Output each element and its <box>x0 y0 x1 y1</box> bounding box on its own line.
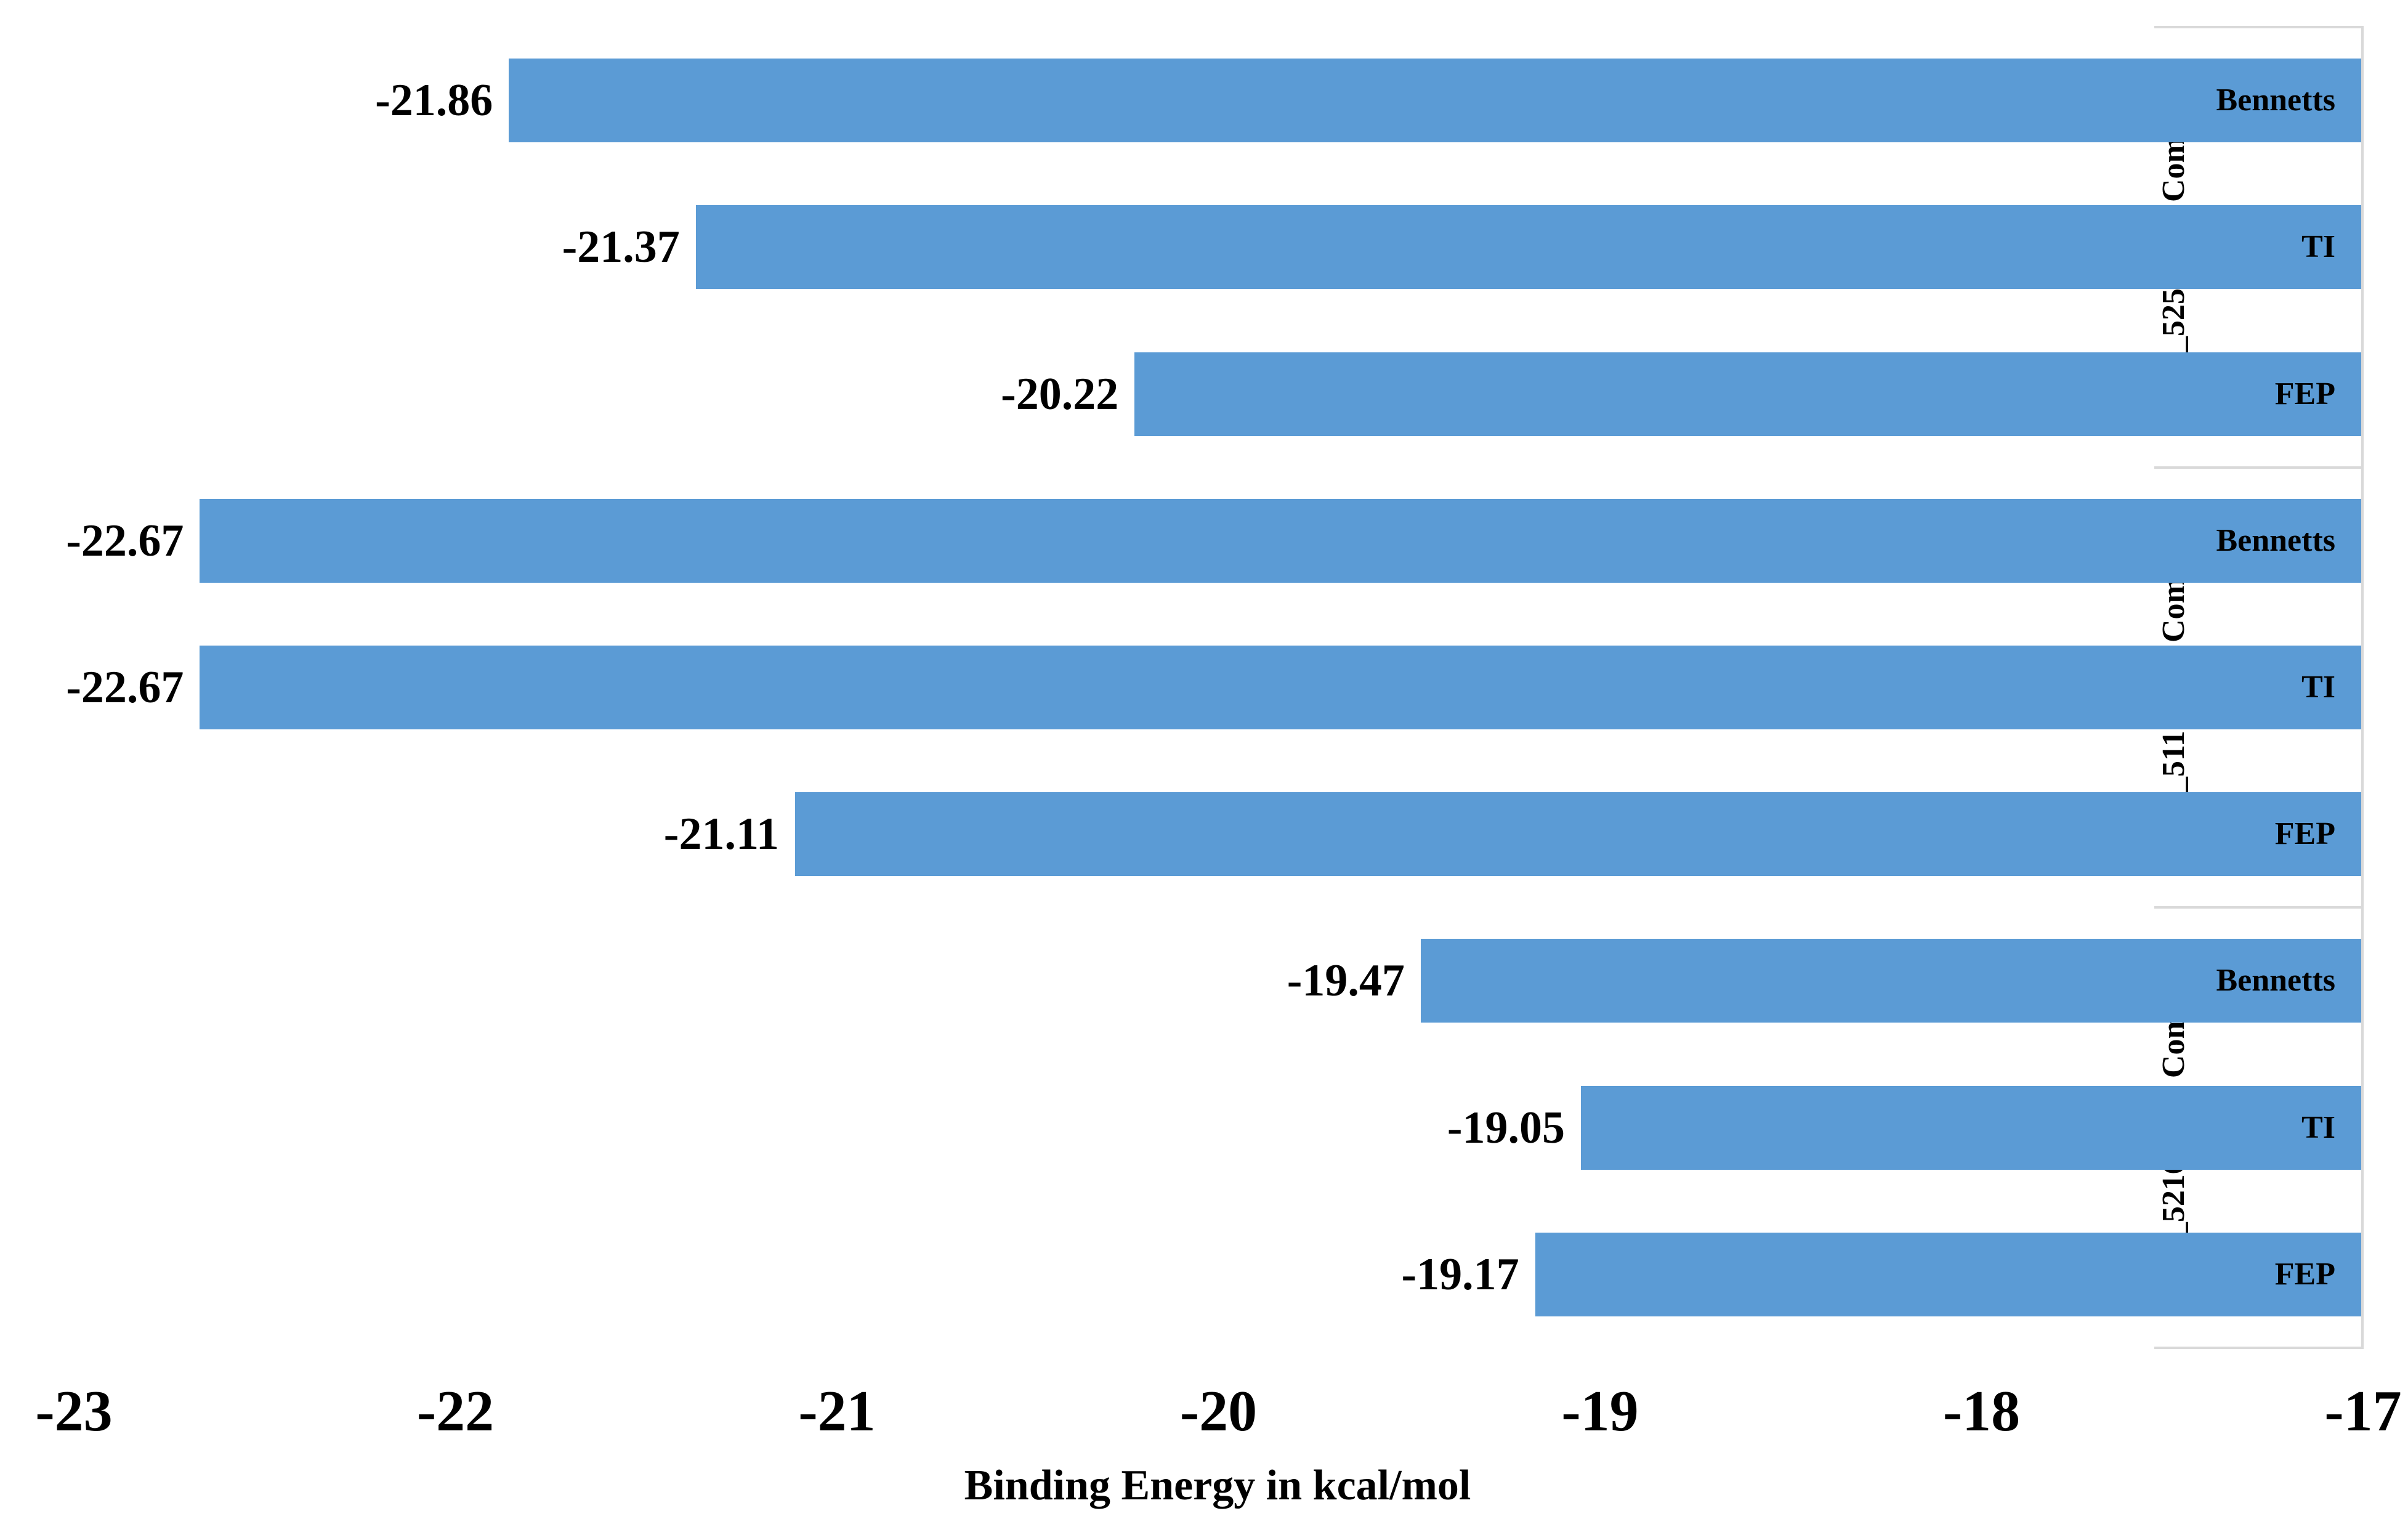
bar-category-label: FEP <box>2274 1256 2335 1292</box>
bar-category-label: FEP <box>2274 816 2335 852</box>
bar-value-label: -22.67 <box>66 662 184 713</box>
bar-value-label: -20.22 <box>1001 368 1119 420</box>
bar-category-label: Bennetts <box>2216 83 2335 118</box>
bar <box>794 792 2361 877</box>
bar-category-label: TI <box>2301 229 2335 265</box>
group-separator-line <box>2154 466 2364 469</box>
bar-category-label: FEP <box>2274 376 2335 411</box>
x-tick-label: -19 <box>1561 1379 1639 1443</box>
bar <box>1535 1232 2361 1316</box>
group-separator-line <box>2154 26 2364 28</box>
bar-category-label: TI <box>2301 1109 2335 1145</box>
bar <box>1134 352 2361 436</box>
x-tick-label: -17 <box>2324 1379 2402 1443</box>
x-tick-label: -21 <box>798 1379 876 1443</box>
x-tick-label: -22 <box>416 1379 495 1443</box>
bar-category-label: Bennetts <box>2216 522 2335 558</box>
bar <box>1420 939 2361 1023</box>
bar <box>1581 1085 2361 1170</box>
x-tick-label: -20 <box>1179 1379 1258 1443</box>
bar <box>200 645 2361 729</box>
group-separator-line <box>2154 1346 2364 1349</box>
x-axis-title: Binding Energy in kcal/mol <box>964 1462 1471 1509</box>
bar-value-label: -21.37 <box>562 222 680 273</box>
bar-category-label: TI <box>2301 669 2335 705</box>
bar-value-label: -21.86 <box>375 75 493 126</box>
bar <box>200 498 2361 583</box>
bar-value-label: -19.47 <box>1287 955 1405 1007</box>
bar-value-label: -19.05 <box>1447 1102 1566 1153</box>
category-axis-line <box>2361 26 2364 1349</box>
bar-value-label: -22.67 <box>66 515 184 566</box>
bar-value-label: -19.17 <box>1401 1249 1519 1300</box>
bar-value-label: -21.11 <box>663 809 779 860</box>
bar <box>509 59 2361 143</box>
x-tick-label: -23 <box>35 1379 113 1443</box>
x-tick-label: -18 <box>1942 1379 2021 1443</box>
group-separator-line <box>2154 906 2364 909</box>
bar <box>695 205 2361 290</box>
bar-category-label: Bennetts <box>2216 963 2335 999</box>
